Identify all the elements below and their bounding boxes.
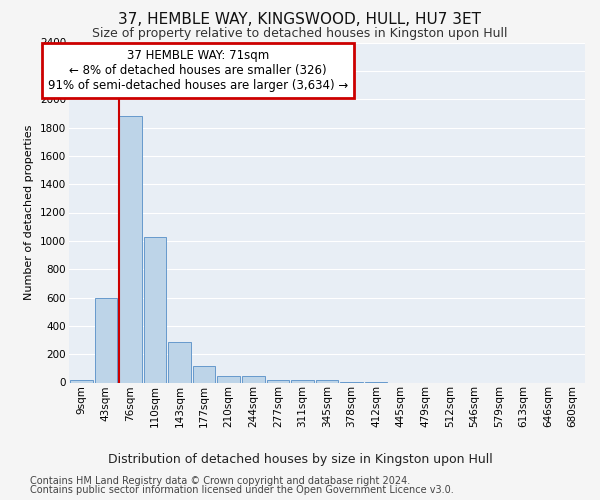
- Bar: [316, 380, 338, 382]
- Text: 37, HEMBLE WAY, KINGSWOOD, HULL, HU7 3ET: 37, HEMBLE WAY, KINGSWOOD, HULL, HU7 3ET: [119, 12, 482, 28]
- Text: Contains HM Land Registry data © Crown copyright and database right 2024.: Contains HM Land Registry data © Crown c…: [30, 476, 410, 486]
- Bar: [143, 236, 166, 382]
- Bar: [266, 380, 289, 382]
- Bar: [95, 298, 117, 382]
- Bar: [193, 366, 215, 382]
- Bar: [119, 116, 142, 382]
- Text: Contains public sector information licensed under the Open Government Licence v3: Contains public sector information licen…: [30, 485, 454, 495]
- Bar: [217, 376, 240, 382]
- Bar: [70, 380, 92, 382]
- Y-axis label: Number of detached properties: Number of detached properties: [25, 125, 34, 300]
- Bar: [242, 376, 265, 382]
- Bar: [168, 342, 191, 382]
- Bar: [291, 380, 314, 382]
- Text: Size of property relative to detached houses in Kingston upon Hull: Size of property relative to detached ho…: [92, 28, 508, 40]
- Text: 37 HEMBLE WAY: 71sqm
← 8% of detached houses are smaller (326)
91% of semi-detac: 37 HEMBLE WAY: 71sqm ← 8% of detached ho…: [48, 50, 348, 92]
- Text: Distribution of detached houses by size in Kingston upon Hull: Distribution of detached houses by size …: [107, 452, 493, 466]
